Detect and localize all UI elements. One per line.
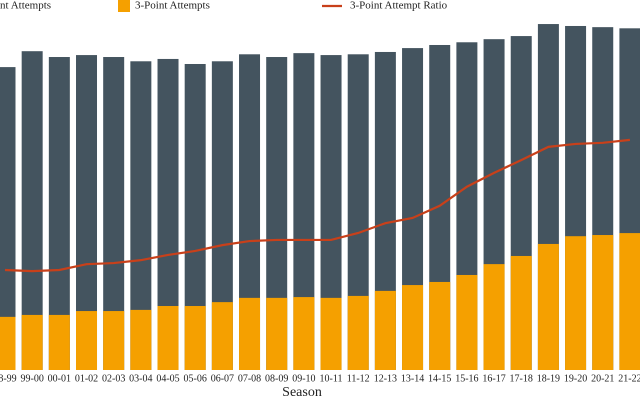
- x-axis-title: Season: [282, 385, 322, 400]
- bar: [21, 314, 43, 370]
- x-tick-label: 13-14: [401, 373, 424, 384]
- bar: [76, 55, 98, 371]
- legend-label: 3-Point Attempt Ratio: [350, 0, 448, 12]
- bar: [157, 306, 179, 370]
- bar: [157, 58, 179, 370]
- bar: [76, 311, 98, 370]
- x-tick-label: 02-03: [102, 373, 125, 384]
- bar: [456, 274, 478, 370]
- bar: [239, 297, 261, 370]
- bar: [103, 57, 125, 371]
- bar: [374, 290, 396, 370]
- x-tick-label: 01-02: [75, 373, 98, 384]
- bar: [374, 51, 396, 371]
- x-tick-label: 06-07: [211, 373, 234, 384]
- x-tick-label: 08-09: [265, 373, 288, 384]
- bar: [592, 235, 614, 370]
- x-tick-label: 14-15: [428, 373, 451, 384]
- x-tick-label: 03-04: [129, 373, 152, 384]
- x-tick-label: 11-12: [347, 373, 370, 384]
- x-tick-label: 09-10: [292, 373, 315, 384]
- bar: [537, 243, 559, 370]
- x-tick-label: 15-16: [455, 373, 478, 384]
- bar: [266, 57, 288, 371]
- bar: [130, 61, 152, 370]
- x-tick-label: 21-22: [618, 373, 640, 384]
- bar: [320, 297, 342, 370]
- x-tick-label: 16-17: [482, 373, 505, 384]
- bar: [48, 314, 70, 370]
- bar: [293, 53, 315, 371]
- x-tick-label: 20-21: [591, 373, 614, 384]
- bar: [402, 285, 424, 370]
- bar: [211, 61, 233, 370]
- bar: [619, 233, 640, 370]
- bar: [565, 236, 587, 370]
- x-tick-label: 98-99: [0, 373, 17, 384]
- bar: [211, 302, 233, 370]
- bar: [21, 51, 43, 370]
- bar: [184, 306, 206, 370]
- bar: [347, 54, 369, 370]
- x-tick-label: 00-01: [48, 373, 71, 384]
- bar: [266, 297, 288, 370]
- bar: [48, 57, 70, 371]
- ratio-line: [4, 138, 631, 273]
- x-tick-label: 05-06: [184, 373, 207, 384]
- x-tick-label: 18-19: [537, 373, 560, 384]
- x-tick-label: 04-05: [156, 373, 179, 384]
- bar: [0, 67, 16, 370]
- bar: [347, 295, 369, 370]
- x-tick-label: 12-13: [374, 373, 397, 384]
- bar: [293, 297, 315, 370]
- x-tick-label: 17-18: [510, 373, 533, 384]
- bar: [483, 264, 505, 370]
- bar: [429, 281, 451, 370]
- bar: [239, 54, 261, 370]
- x-tick-label: 19-20: [564, 373, 587, 384]
- bar: [320, 55, 342, 371]
- legend-label: nt Attempts: [0, 0, 51, 12]
- legend-swatch: [118, 0, 130, 12]
- x-tick-label: 10-11: [320, 373, 343, 384]
- bar: [130, 309, 152, 370]
- bar: [0, 316, 16, 370]
- x-tick-label: 07-08: [238, 373, 261, 384]
- x-tick-label: 99-00: [20, 373, 43, 384]
- bar: [510, 255, 532, 370]
- bar: [103, 311, 125, 370]
- bar: [184, 63, 206, 370]
- legend-label: 3-Point Attempts: [135, 0, 210, 12]
